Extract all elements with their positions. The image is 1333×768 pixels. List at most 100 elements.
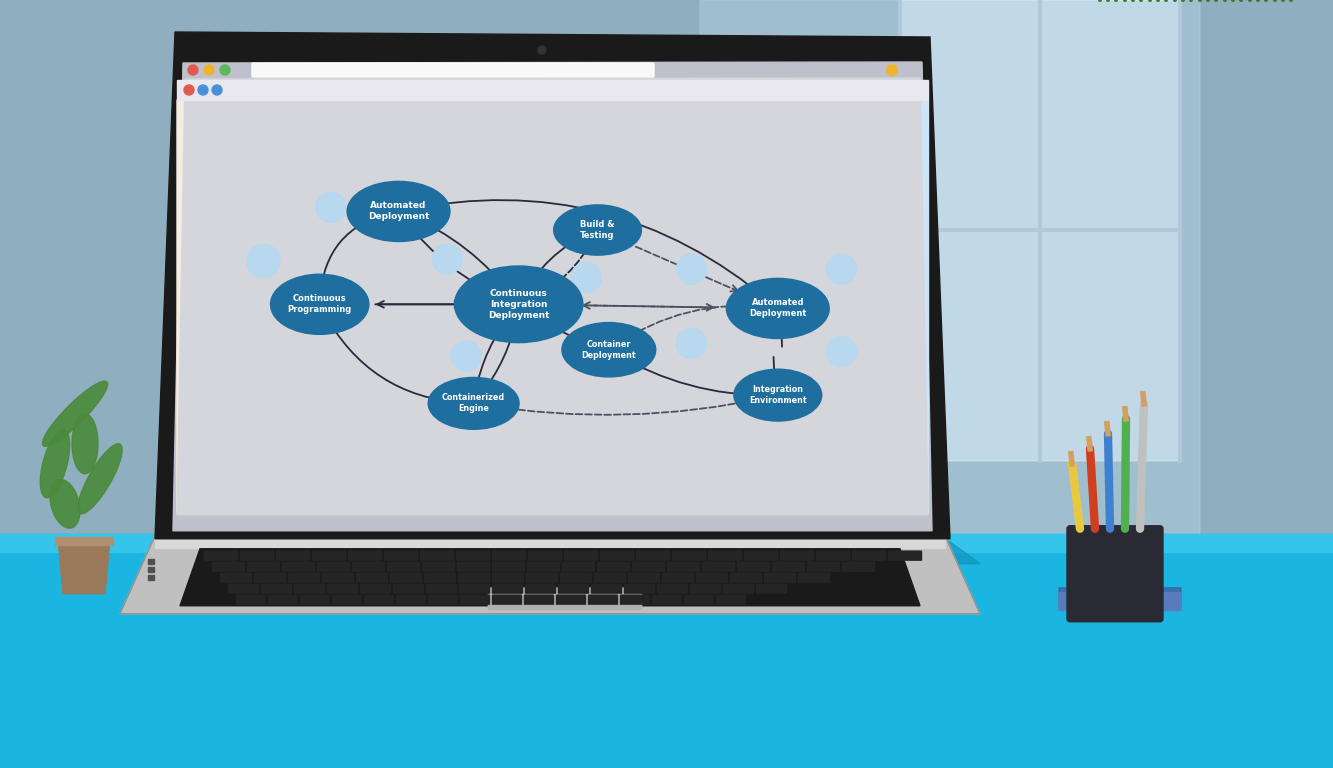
FancyBboxPatch shape [457, 561, 491, 571]
FancyBboxPatch shape [563, 561, 595, 571]
FancyBboxPatch shape [423, 561, 455, 571]
Polygon shape [59, 539, 111, 594]
Polygon shape [177, 78, 928, 515]
FancyBboxPatch shape [459, 573, 491, 583]
FancyBboxPatch shape [525, 584, 556, 594]
FancyBboxPatch shape [624, 584, 655, 594]
FancyBboxPatch shape [488, 588, 643, 610]
FancyBboxPatch shape [657, 584, 688, 594]
Ellipse shape [734, 369, 821, 421]
FancyBboxPatch shape [427, 584, 457, 594]
FancyBboxPatch shape [722, 584, 754, 594]
FancyBboxPatch shape [780, 551, 814, 561]
Ellipse shape [563, 323, 656, 376]
FancyBboxPatch shape [240, 551, 275, 561]
FancyBboxPatch shape [387, 561, 420, 571]
FancyBboxPatch shape [764, 573, 796, 583]
FancyBboxPatch shape [295, 584, 325, 594]
FancyBboxPatch shape [888, 551, 922, 561]
Ellipse shape [348, 182, 449, 241]
Text: Build &
Testing: Build & Testing [580, 220, 615, 240]
FancyBboxPatch shape [360, 584, 391, 594]
Circle shape [204, 65, 215, 75]
FancyBboxPatch shape [212, 561, 245, 571]
FancyBboxPatch shape [702, 561, 734, 571]
Polygon shape [177, 100, 597, 513]
Text: Containerized
Engine: Containerized Engine [443, 393, 505, 413]
FancyBboxPatch shape [255, 573, 287, 583]
FancyBboxPatch shape [663, 573, 694, 583]
FancyBboxPatch shape [597, 561, 631, 571]
Ellipse shape [271, 275, 368, 334]
Bar [155, 536, 945, 548]
Text: Automated
Deployment: Automated Deployment [368, 201, 429, 221]
FancyBboxPatch shape [690, 584, 721, 594]
FancyBboxPatch shape [492, 584, 523, 594]
Bar [0, 534, 1333, 768]
Ellipse shape [43, 381, 108, 446]
FancyBboxPatch shape [459, 584, 491, 594]
FancyBboxPatch shape [708, 551, 742, 561]
Bar [0, 534, 1333, 551]
FancyBboxPatch shape [900, 0, 1180, 461]
Circle shape [676, 254, 706, 284]
FancyBboxPatch shape [737, 561, 770, 571]
FancyBboxPatch shape [327, 584, 359, 594]
Polygon shape [557, 100, 928, 513]
FancyBboxPatch shape [236, 594, 267, 604]
FancyBboxPatch shape [420, 551, 455, 561]
Ellipse shape [77, 444, 123, 514]
Text: Container
Deployment: Container Deployment [581, 339, 636, 359]
FancyBboxPatch shape [560, 573, 592, 583]
Circle shape [212, 85, 223, 95]
Polygon shape [173, 62, 932, 531]
FancyBboxPatch shape [816, 551, 850, 561]
Circle shape [826, 336, 857, 367]
FancyBboxPatch shape [492, 594, 523, 604]
FancyBboxPatch shape [744, 551, 778, 561]
FancyBboxPatch shape [228, 584, 259, 594]
FancyBboxPatch shape [356, 573, 388, 583]
Ellipse shape [51, 479, 80, 528]
Polygon shape [171, 541, 980, 564]
FancyBboxPatch shape [1066, 526, 1162, 622]
FancyBboxPatch shape [384, 551, 419, 561]
FancyBboxPatch shape [564, 551, 599, 561]
FancyBboxPatch shape [600, 551, 635, 561]
FancyBboxPatch shape [772, 561, 805, 571]
Circle shape [184, 85, 195, 95]
Text: Integration
Environment: Integration Environment [749, 385, 806, 406]
FancyBboxPatch shape [852, 551, 886, 561]
FancyBboxPatch shape [628, 573, 660, 583]
FancyBboxPatch shape [730, 573, 762, 583]
FancyBboxPatch shape [261, 584, 292, 594]
FancyBboxPatch shape [716, 594, 746, 604]
FancyBboxPatch shape [428, 594, 459, 604]
Circle shape [539, 46, 547, 54]
Circle shape [220, 65, 231, 75]
Ellipse shape [455, 266, 583, 343]
FancyBboxPatch shape [527, 573, 559, 583]
Circle shape [199, 85, 208, 95]
FancyBboxPatch shape [352, 561, 385, 571]
Text: Continuous
Programming: Continuous Programming [288, 294, 352, 314]
FancyBboxPatch shape [220, 573, 252, 583]
Circle shape [247, 244, 280, 277]
FancyBboxPatch shape [204, 551, 239, 561]
FancyBboxPatch shape [364, 594, 395, 604]
FancyBboxPatch shape [620, 594, 651, 604]
FancyBboxPatch shape [528, 551, 563, 561]
FancyBboxPatch shape [396, 594, 427, 604]
FancyBboxPatch shape [556, 594, 587, 604]
FancyBboxPatch shape [456, 551, 491, 561]
Circle shape [432, 244, 463, 274]
FancyBboxPatch shape [492, 573, 524, 583]
FancyBboxPatch shape [252, 63, 655, 77]
FancyBboxPatch shape [672, 551, 706, 561]
FancyBboxPatch shape [300, 594, 331, 604]
Ellipse shape [429, 378, 519, 429]
Bar [0, 0, 1333, 553]
FancyBboxPatch shape [492, 561, 525, 571]
Circle shape [676, 329, 706, 359]
FancyBboxPatch shape [842, 561, 874, 571]
